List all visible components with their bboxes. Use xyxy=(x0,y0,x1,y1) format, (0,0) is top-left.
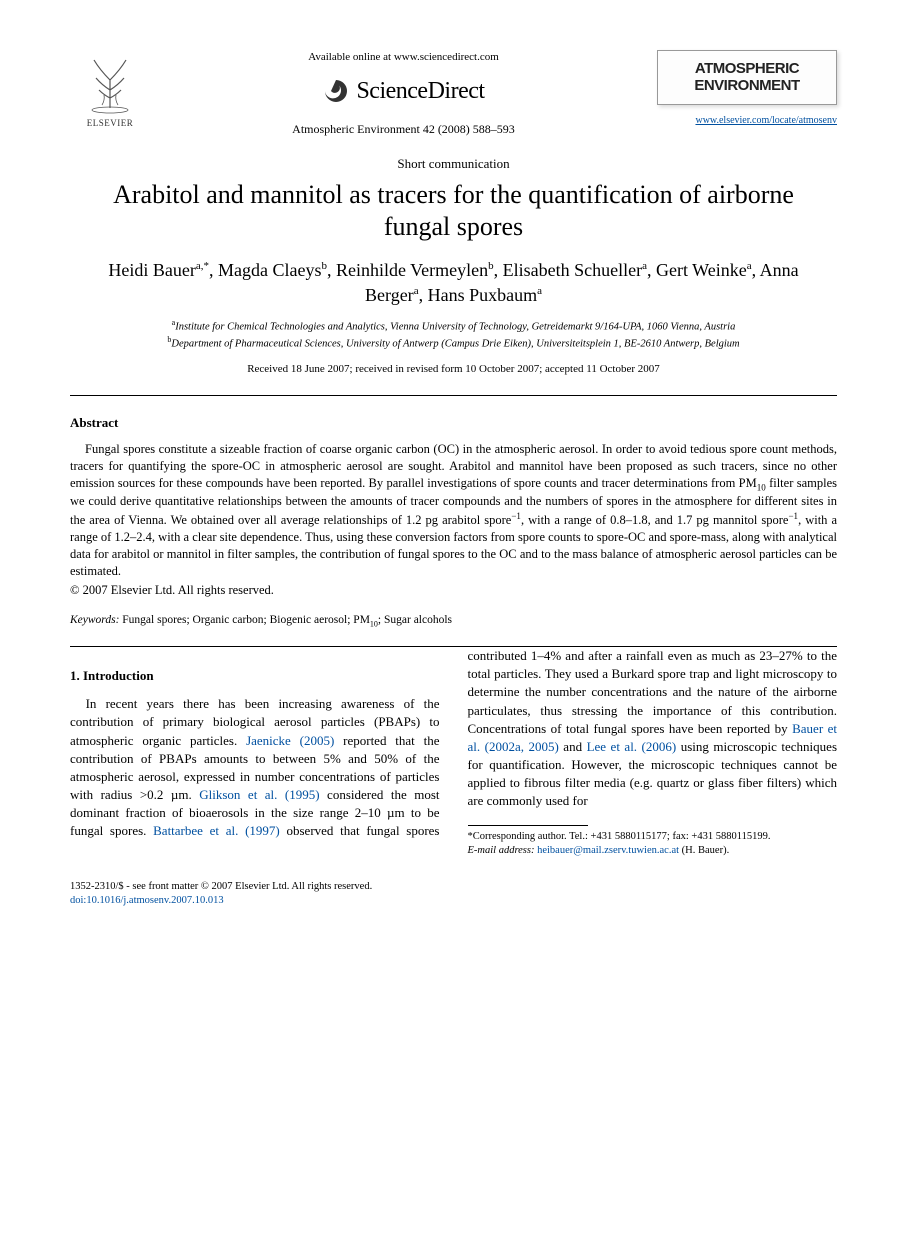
journal-box: ATMOSPHERIC ENVIRONMENT www.elsevier.com… xyxy=(657,50,837,130)
header-row: ELSEVIER Available online at www.science… xyxy=(70,50,837,137)
abstract-heading: Abstract xyxy=(70,414,837,432)
keywords-line: Keywords: Fungal spores; Organic carbon;… xyxy=(70,613,837,630)
footnote-rule xyxy=(468,825,588,826)
elsevier-logo-block: ELSEVIER xyxy=(70,50,150,129)
email-label: E-mail address: xyxy=(468,845,535,856)
doi-link[interactable]: doi:10.1016/j.atmosenv.2007.10.013 xyxy=(70,894,837,908)
authors-list: Heidi Bauera,*, Magda Claeysb, Reinhilde… xyxy=(70,258,837,308)
header-center: Available online at www.sciencedirect.co… xyxy=(150,50,657,137)
abstract-block: Abstract Fungal spores constitute a size… xyxy=(70,414,837,599)
rule-top xyxy=(70,395,837,396)
sciencedirect-swirl-icon xyxy=(322,77,350,105)
elsevier-label: ELSEVIER xyxy=(70,117,150,129)
corresponding-email-link[interactable]: heibauer@mail.zserv.tuwien.ac.at xyxy=(537,845,679,856)
keywords-label: Keywords: xyxy=(70,614,119,626)
email-suffix: (H. Bauer). xyxy=(682,845,730,856)
paper-title: Arabitol and mannitol as tracers for the… xyxy=(70,179,837,244)
abstract-copyright: © 2007 Elsevier Ltd. All rights reserved… xyxy=(70,582,837,599)
affiliations: aInstitute for Chemical Technologies and… xyxy=(70,318,837,351)
keywords-text: Fungal spores; Organic carbon; Biogenic … xyxy=(122,614,452,626)
journal-title-box: ATMOSPHERIC ENVIRONMENT xyxy=(657,50,837,105)
journal-title-line1: ATMOSPHERIC xyxy=(666,61,828,78)
sciencedirect-logo: ScienceDirect xyxy=(322,75,484,107)
abstract-text: Fungal spores constitute a sizeable frac… xyxy=(70,441,837,580)
body-columns: 1. Introduction In recent years there ha… xyxy=(70,647,837,858)
received-dates: Received 18 June 2007; received in revis… xyxy=(70,362,837,377)
journal-title-line2: ENVIRONMENT xyxy=(666,78,828,95)
section-heading-intro: 1. Introduction xyxy=(70,667,440,685)
corresponding-author-footnote: *Corresponding author. Tel.: +431 588011… xyxy=(468,830,838,844)
email-footnote: E-mail address: heibauer@mail.zserv.tuwi… xyxy=(468,844,838,858)
available-online-text: Available online at www.sciencedirect.co… xyxy=(165,50,642,65)
journal-homepage-link[interactable]: www.elsevier.com/locate/atmosenv xyxy=(695,115,837,126)
footnote-block: *Corresponding author. Tel.: +431 588011… xyxy=(468,825,838,858)
article-type: Short communication xyxy=(70,155,837,173)
sciencedirect-text: ScienceDirect xyxy=(356,75,484,107)
footer: 1352-2310/$ - see front matter © 2007 El… xyxy=(70,880,837,908)
elsevier-tree-icon xyxy=(80,50,140,115)
front-matter-line: 1352-2310/$ - see front matter © 2007 El… xyxy=(70,880,837,894)
journal-reference: Atmospheric Environment 42 (2008) 588–59… xyxy=(165,121,642,137)
